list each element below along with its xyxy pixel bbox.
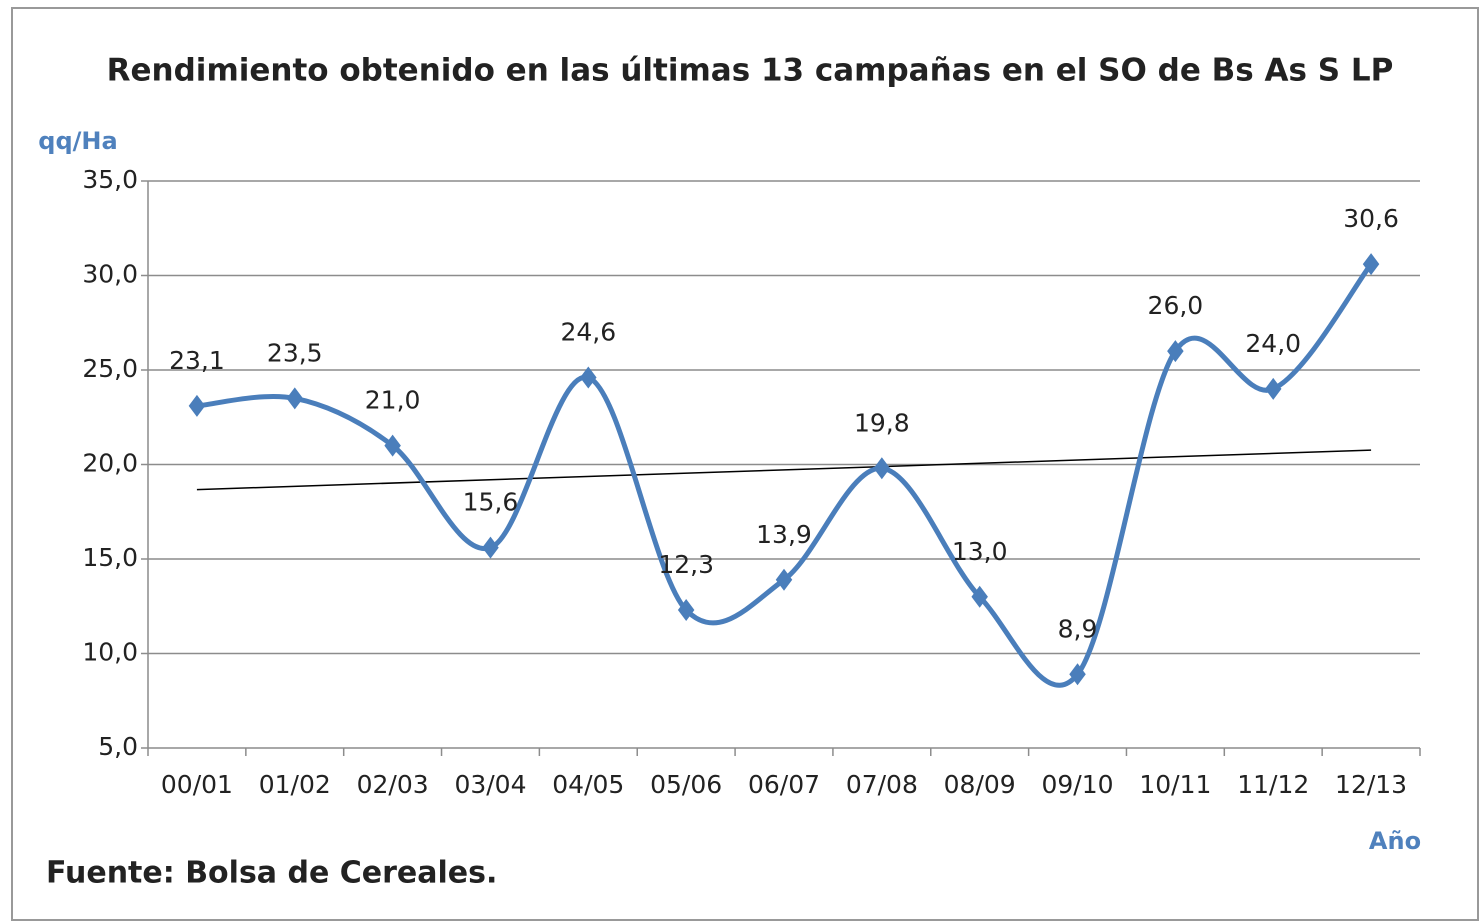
source-note: Fuente: Bolsa de Cereales.: [46, 856, 497, 891]
point-marker: [1264, 377, 1282, 400]
x-tick-label: 07/08: [846, 770, 918, 799]
data-label: 15,6: [463, 488, 519, 517]
data-label: 21,0: [365, 386, 421, 415]
y-tick-label: 15,0: [82, 543, 138, 572]
data-label: 30,6: [1343, 204, 1399, 233]
x-tick-label: 09/10: [1042, 770, 1114, 799]
point-marker: [384, 434, 401, 457]
data-label: 24,0: [1245, 329, 1301, 358]
point-marker: [775, 568, 793, 591]
x-tick-label: 08/09: [944, 770, 1016, 799]
point-marker: [482, 536, 499, 559]
point-marker: [1362, 253, 1380, 276]
data-label: 23,5: [267, 338, 323, 367]
y-tick-label: 10,0: [82, 638, 138, 667]
x-tick-label: 02/03: [357, 770, 429, 799]
trend-line: [196, 449, 1372, 491]
y-tick-label: 20,0: [82, 449, 138, 478]
point-marker: [1167, 340, 1184, 363]
x-tick-label: 04/05: [552, 770, 624, 799]
y-tick-label: 5,0: [98, 732, 138, 761]
x-tick-label: 10/11: [1139, 770, 1211, 799]
data-label: 26,0: [1148, 291, 1204, 320]
x-tick-label: 00/01: [161, 770, 233, 799]
x-axis-label: Año: [1369, 827, 1421, 855]
data-label: 19,8: [854, 408, 910, 437]
data-label: 13,9: [756, 520, 812, 549]
x-tick-label: 11/12: [1237, 770, 1309, 799]
point-marker: [873, 457, 891, 480]
point-marker: [677, 599, 695, 622]
point-marker: [286, 387, 304, 410]
data-label: 8,9: [1058, 614, 1098, 643]
y-axis-label: qq/Ha: [38, 127, 117, 155]
y-tick-label: 30,0: [82, 260, 138, 289]
x-tick-label: 06/07: [748, 770, 820, 799]
point-marker: [580, 366, 597, 389]
x-tick-label: 12/13: [1335, 770, 1407, 799]
data-label: 23,1: [169, 346, 225, 375]
point-marker: [188, 394, 206, 417]
y-tick-label: 25,0: [82, 354, 138, 383]
data-label: 12,3: [658, 550, 714, 579]
point-marker: [971, 585, 988, 608]
x-tick-label: 05/06: [650, 770, 722, 799]
data-label: 24,6: [560, 318, 616, 347]
data-label: 13,0: [952, 537, 1008, 566]
x-tick-label: 01/02: [259, 770, 331, 799]
y-tick-label: 35,0: [82, 165, 138, 194]
chart-title: Rendimiento obtenido en las últimas 13 c…: [107, 53, 1394, 89]
point-marker: [1069, 663, 1086, 686]
x-tick-label: 03/04: [454, 770, 526, 799]
